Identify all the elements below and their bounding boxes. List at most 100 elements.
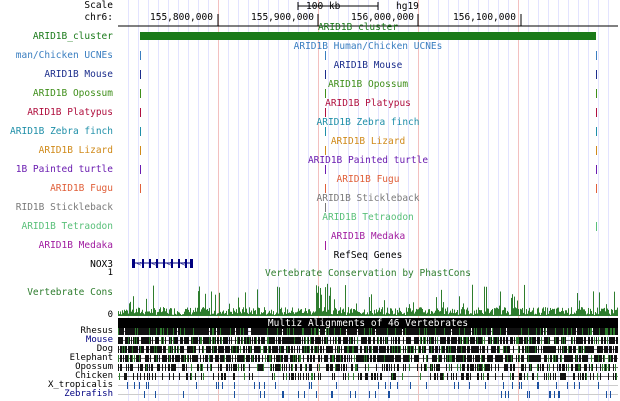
track-label-vertebrate-cons[interactable]: Vertebrate Cons bbox=[27, 287, 113, 298]
feature-mark[interactable] bbox=[140, 89, 141, 98]
multiz-block bbox=[555, 355, 556, 362]
multiz-alignment-rows[interactable] bbox=[118, 327, 618, 401]
cons-bar bbox=[543, 307, 544, 316]
track-label-zebra-finch[interactable]: ARID1B Zebra finch bbox=[10, 126, 113, 137]
multiz-block bbox=[506, 337, 507, 344]
track-label-medaka[interactable]: ARID1B Medaka bbox=[38, 240, 113, 251]
track-label-tetraodon[interactable]: ARID1B Tetraodon bbox=[21, 221, 113, 232]
feature-mark[interactable] bbox=[596, 146, 597, 155]
multiz-block bbox=[482, 346, 483, 353]
feature-mark[interactable] bbox=[140, 184, 141, 193]
multiz-block bbox=[522, 364, 523, 371]
conservation-wiggle[interactable] bbox=[118, 279, 618, 319]
multiz-block bbox=[398, 337, 399, 344]
cons-bar bbox=[347, 312, 348, 316]
multiz-block bbox=[444, 337, 445, 344]
feature-mark[interactable] bbox=[596, 165, 597, 174]
multiz-block bbox=[404, 328, 405, 335]
feature-mark[interactable] bbox=[325, 70, 326, 79]
species-mouse[interactable]: Mouse bbox=[85, 335, 113, 345]
multiz-block bbox=[245, 328, 246, 335]
multiz-block bbox=[525, 337, 526, 344]
feature-mark[interactable] bbox=[596, 127, 597, 136]
track-label-opossum[interactable]: ARID1B Opossum bbox=[32, 88, 113, 99]
multiz-block bbox=[287, 355, 288, 362]
multiz-block bbox=[392, 373, 393, 380]
feature-mark[interactable] bbox=[596, 184, 597, 193]
feature-mark[interactable] bbox=[140, 127, 141, 136]
cons-bar bbox=[383, 314, 384, 316]
feature-mark[interactable] bbox=[596, 89, 597, 98]
multiz-block bbox=[556, 382, 557, 389]
feature-mark[interactable] bbox=[140, 70, 141, 79]
species-x-tropicalis[interactable]: X_tropicalis bbox=[47, 380, 113, 390]
track-label-stickleback[interactable]: RID1B Stickleback bbox=[15, 202, 113, 213]
multiz-block bbox=[585, 337, 586, 344]
track-data-column[interactable]: 100 kb hg19 155,800,000 155,900,000 156,… bbox=[118, 0, 618, 401]
species-rhesus[interactable]: Rhesus bbox=[80, 326, 113, 336]
multiz-block bbox=[245, 337, 246, 344]
multiz-block bbox=[341, 328, 342, 335]
species-elephant[interactable]: Elephant bbox=[69, 353, 113, 363]
multiz-block bbox=[143, 337, 144, 344]
multiz-block bbox=[450, 346, 451, 353]
multiz-block bbox=[481, 355, 482, 362]
arid1b-cluster-feature[interactable] bbox=[140, 32, 596, 40]
track-label-refseq-gene[interactable]: NOX3 bbox=[90, 259, 113, 270]
multiz-block bbox=[207, 346, 208, 353]
feature-mark[interactable] bbox=[325, 108, 326, 117]
track-label-arid1b-cluster[interactable]: ARID1B_cluster bbox=[32, 31, 113, 42]
multiz-block bbox=[475, 355, 476, 362]
track-label-mouse[interactable]: ARID1B Mouse bbox=[44, 69, 113, 80]
feature-mark[interactable] bbox=[325, 203, 326, 212]
species-chicken[interactable]: Chicken bbox=[75, 371, 113, 381]
feature-mark[interactable] bbox=[596, 108, 597, 117]
feature-mark[interactable] bbox=[596, 70, 597, 79]
species-opossum[interactable]: Opossum bbox=[75, 362, 113, 372]
feature-mark[interactable] bbox=[325, 51, 326, 60]
feature-mark[interactable] bbox=[140, 165, 141, 174]
feature-mark[interactable] bbox=[325, 127, 326, 136]
multiz-block bbox=[187, 373, 188, 380]
multiz-block bbox=[495, 337, 496, 344]
track-label-fugu[interactable]: ARID1B Fugu bbox=[50, 183, 113, 194]
species-dog[interactable]: Dog bbox=[96, 344, 113, 354]
track-label-ucnes[interactable]: man/Chicken UCNEs bbox=[15, 50, 113, 61]
feature-mark[interactable] bbox=[325, 241, 326, 250]
cons-bar bbox=[253, 308, 254, 316]
species-zebrafish[interactable]: Zebrafish bbox=[64, 389, 113, 399]
track-label-lizard[interactable]: ARID1B Lizard bbox=[38, 145, 113, 156]
track-title-platypus: ARID1B Platypus bbox=[325, 98, 411, 109]
cons-bar bbox=[408, 308, 409, 316]
feature-mark[interactable] bbox=[140, 108, 141, 117]
multiz-block bbox=[170, 328, 171, 335]
nox3-gene-model[interactable]: < < < < bbox=[118, 258, 618, 270]
feature-mark[interactable] bbox=[325, 146, 326, 155]
feature-mark[interactable] bbox=[596, 51, 597, 60]
multiz-block bbox=[380, 328, 381, 335]
multiz-block bbox=[354, 337, 355, 344]
multiz-block bbox=[577, 355, 578, 362]
multiz-block bbox=[329, 346, 330, 353]
cons-bar bbox=[306, 311, 307, 316]
multiz-block bbox=[614, 337, 615, 344]
track-title-ucnes: ARID1B Human/Chicken UCNEs bbox=[293, 41, 443, 52]
multiz-block bbox=[284, 337, 285, 344]
feature-mark[interactable] bbox=[596, 222, 597, 231]
multiz-block bbox=[168, 346, 169, 353]
multiz-block bbox=[445, 337, 446, 344]
multiz-block bbox=[176, 337, 177, 344]
multiz-block bbox=[434, 373, 435, 380]
track-label-platypus[interactable]: ARID1B Platypus bbox=[27, 107, 113, 118]
feature-mark[interactable] bbox=[325, 184, 326, 193]
multiz-block bbox=[173, 337, 174, 344]
multiz-block bbox=[451, 337, 452, 344]
track-label-painted-turtle[interactable]: 1B Painted turtle bbox=[15, 164, 113, 175]
feature-mark[interactable] bbox=[325, 89, 326, 98]
feature-mark[interactable] bbox=[140, 146, 141, 155]
multiz-block bbox=[455, 346, 456, 353]
feature-mark[interactable] bbox=[140, 51, 141, 60]
feature-mark[interactable] bbox=[325, 165, 326, 174]
multiz-block bbox=[159, 364, 160, 371]
multiz-block bbox=[311, 382, 312, 389]
